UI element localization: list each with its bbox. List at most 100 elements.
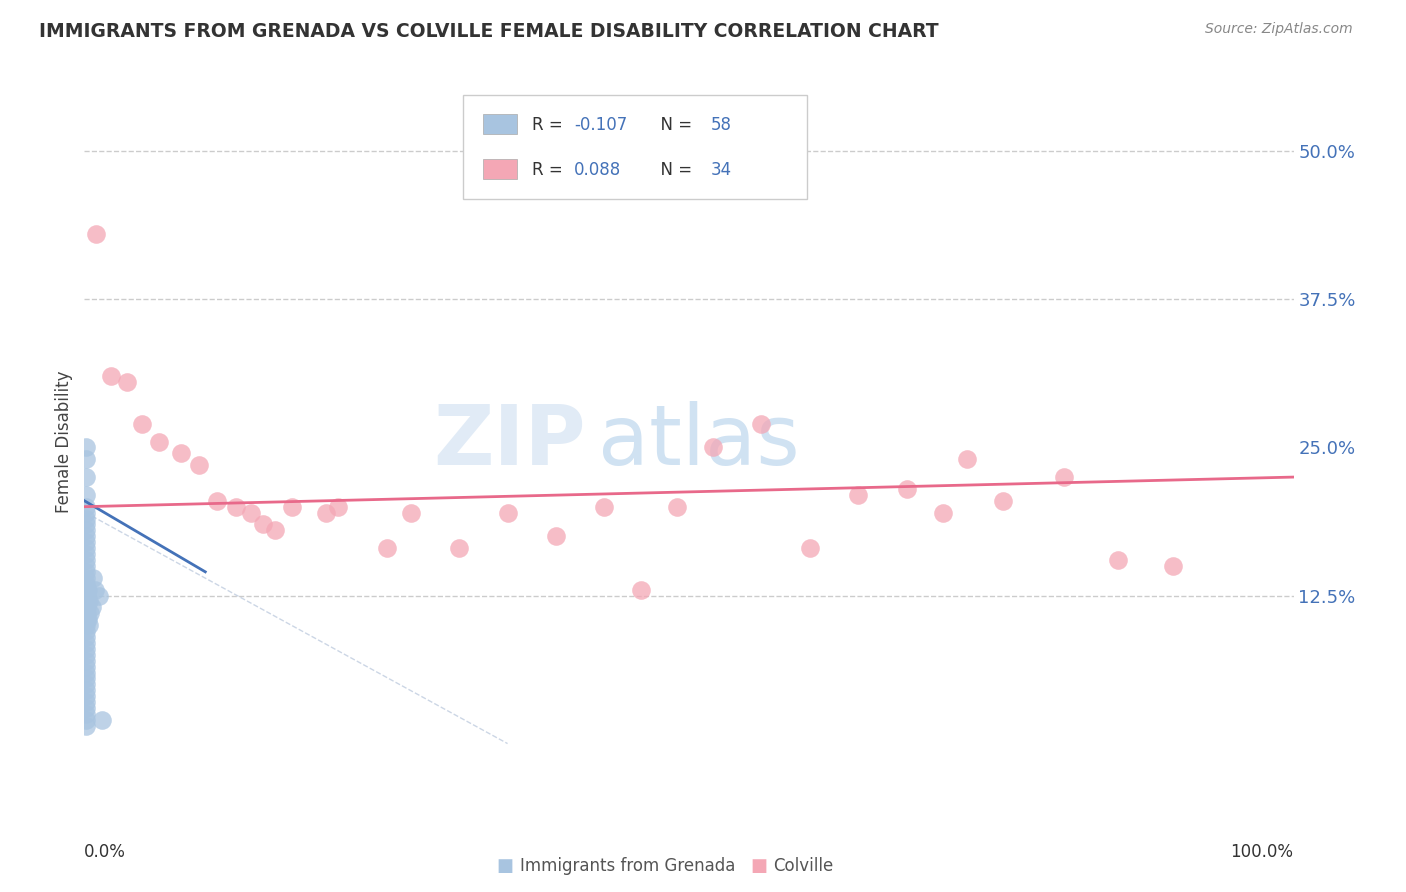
Point bbox=[75, 547, 97, 561]
Point bbox=[75, 618, 97, 632]
Point bbox=[207, 493, 229, 508]
Point bbox=[75, 541, 97, 556]
Point bbox=[75, 719, 97, 733]
Point bbox=[75, 582, 97, 597]
Point bbox=[993, 493, 1015, 508]
Point bbox=[75, 654, 97, 668]
Text: 58: 58 bbox=[710, 117, 731, 135]
Point bbox=[252, 517, 274, 532]
Point bbox=[75, 672, 97, 686]
Point bbox=[75, 677, 97, 691]
Point bbox=[75, 441, 97, 455]
Point bbox=[225, 500, 247, 514]
Point bbox=[80, 600, 103, 615]
Point bbox=[100, 369, 122, 384]
Text: N =: N = bbox=[650, 161, 697, 179]
Point bbox=[75, 612, 97, 626]
Point bbox=[76, 594, 98, 608]
Point bbox=[77, 618, 100, 632]
Point bbox=[665, 500, 688, 514]
Bar bbox=[484, 159, 517, 179]
Point bbox=[449, 541, 471, 556]
Point bbox=[630, 582, 652, 597]
Point bbox=[75, 535, 97, 549]
Point bbox=[115, 376, 138, 390]
Point bbox=[75, 713, 97, 727]
FancyBboxPatch shape bbox=[463, 95, 807, 200]
Point bbox=[75, 565, 97, 579]
Point bbox=[87, 589, 110, 603]
Point bbox=[846, 488, 869, 502]
Point bbox=[75, 648, 97, 662]
Point bbox=[593, 500, 616, 514]
Point bbox=[75, 524, 97, 538]
Point bbox=[79, 607, 101, 621]
Point bbox=[75, 636, 97, 650]
Text: -0.107: -0.107 bbox=[574, 117, 627, 135]
Point bbox=[75, 511, 97, 525]
Text: 34: 34 bbox=[710, 161, 733, 179]
Point bbox=[76, 589, 98, 603]
Point bbox=[75, 571, 97, 585]
Point bbox=[75, 517, 97, 532]
Point bbox=[264, 524, 287, 538]
Point bbox=[77, 594, 100, 608]
Point bbox=[75, 529, 97, 543]
Text: Colville: Colville bbox=[773, 857, 834, 875]
Point bbox=[75, 576, 97, 591]
Point bbox=[75, 630, 97, 644]
Point bbox=[751, 417, 773, 431]
Point bbox=[75, 452, 97, 467]
Point bbox=[188, 458, 211, 473]
Point bbox=[75, 624, 97, 638]
Point bbox=[75, 665, 97, 680]
Text: 0.088: 0.088 bbox=[574, 161, 621, 179]
Point bbox=[76, 582, 98, 597]
Bar bbox=[484, 114, 517, 135]
Point bbox=[75, 689, 97, 703]
Point bbox=[932, 506, 955, 520]
Point bbox=[84, 582, 107, 597]
Text: ■: ■ bbox=[496, 857, 513, 875]
Point bbox=[77, 582, 100, 597]
Point bbox=[496, 506, 519, 520]
Point bbox=[82, 571, 104, 585]
Point bbox=[75, 695, 97, 709]
Point bbox=[75, 594, 97, 608]
Point bbox=[75, 607, 97, 621]
Text: atlas: atlas bbox=[599, 401, 800, 482]
Text: Immigrants from Grenada: Immigrants from Grenada bbox=[520, 857, 735, 875]
Point bbox=[328, 500, 350, 514]
Point bbox=[281, 500, 304, 514]
Point bbox=[148, 434, 170, 449]
Text: 100.0%: 100.0% bbox=[1230, 843, 1294, 861]
Point bbox=[77, 612, 100, 626]
Text: R =: R = bbox=[531, 161, 568, 179]
Point bbox=[86, 227, 108, 242]
Point bbox=[1053, 470, 1076, 484]
Text: R =: R = bbox=[531, 117, 568, 135]
Text: N =: N = bbox=[650, 117, 697, 135]
Point bbox=[170, 446, 193, 460]
Text: ■: ■ bbox=[751, 857, 768, 875]
Point bbox=[375, 541, 398, 556]
Point bbox=[75, 683, 97, 698]
Point bbox=[1107, 553, 1129, 567]
Point bbox=[75, 470, 97, 484]
Point bbox=[1161, 558, 1184, 573]
Text: IMMIGRANTS FROM GRENADA VS COLVILLE FEMALE DISABILITY CORRELATION CHART: IMMIGRANTS FROM GRENADA VS COLVILLE FEMA… bbox=[39, 22, 939, 41]
Point bbox=[956, 452, 979, 467]
Point bbox=[76, 600, 98, 615]
Point bbox=[75, 701, 97, 715]
Point bbox=[75, 706, 97, 721]
Point bbox=[75, 659, 97, 673]
Point bbox=[399, 506, 422, 520]
Point bbox=[75, 589, 97, 603]
Point bbox=[131, 417, 153, 431]
Point bbox=[75, 641, 97, 656]
Point bbox=[544, 529, 567, 543]
Point bbox=[896, 482, 918, 496]
Point bbox=[799, 541, 821, 556]
Point bbox=[315, 506, 337, 520]
Point bbox=[75, 500, 97, 514]
